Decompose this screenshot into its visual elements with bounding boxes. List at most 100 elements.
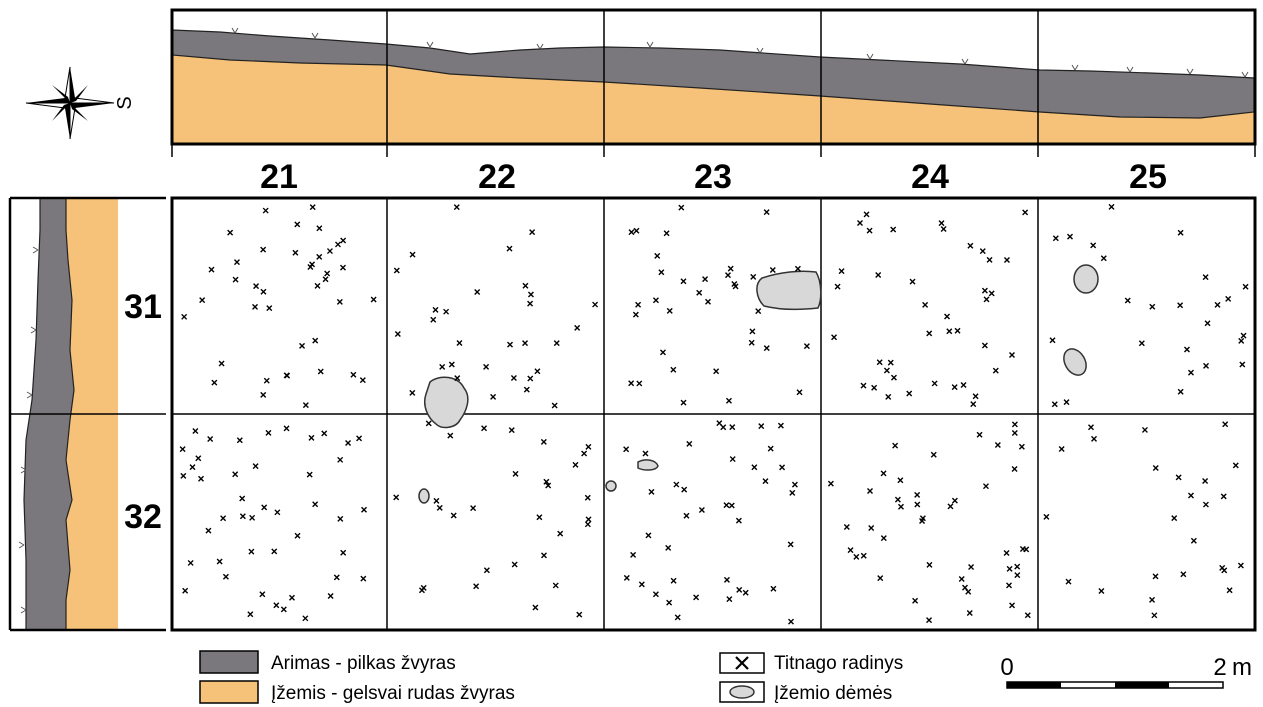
flint-find-mark (967, 242, 974, 249)
grass-ticks (231, 27, 1249, 78)
flint-find-mark (735, 517, 742, 524)
subsoil-spot (418, 488, 430, 504)
flint-find-mark (729, 424, 736, 431)
flint-find-mark (284, 372, 291, 379)
flint-find-mark (473, 583, 480, 590)
flint-find-mark (232, 471, 239, 478)
flint-find-mark (393, 267, 400, 274)
flint-find-mark (758, 423, 765, 430)
flint-find-mark (749, 328, 756, 335)
flint-find-mark (456, 340, 463, 347)
flint-find-mark (333, 574, 340, 581)
flint-find-mark (965, 588, 972, 595)
flint-find-mark (926, 617, 933, 624)
flint-find-mark (680, 278, 687, 285)
flint-find-mark (1175, 474, 1182, 481)
flint-find-mark (409, 251, 416, 258)
flint-find-mark (909, 278, 916, 285)
flint-find-mark (1043, 513, 1050, 520)
flint-find-mark (1171, 515, 1178, 522)
flint-find-mark (789, 489, 796, 496)
flint-find-mark (723, 502, 730, 509)
flint-find-mark (447, 432, 454, 439)
flint-find-mark (1239, 361, 1246, 368)
flint-find-mark (880, 535, 887, 542)
flint-find-mark (443, 308, 450, 315)
flint-find-mark (522, 340, 529, 347)
flint-find-mark (970, 401, 977, 408)
flint-find-mark (666, 599, 673, 606)
flint-find-mark (890, 374, 897, 381)
flint-find-mark (628, 380, 635, 387)
flint-find-mark (680, 399, 687, 406)
flint-find-mark (327, 593, 334, 600)
flint-find-mark (337, 456, 344, 463)
flint-find-mark (1008, 352, 1015, 359)
flint-find-mark (294, 532, 301, 539)
flint-find-mark (249, 514, 256, 521)
flint-find-mark (370, 296, 377, 303)
flint-find-mark (875, 271, 882, 278)
flint-find-mark (265, 429, 272, 436)
flint-find-mark (866, 227, 873, 234)
flint-find-mark (654, 252, 661, 259)
flint-find-mark (638, 581, 645, 588)
flint-find-mark (944, 313, 951, 320)
flint-find-mark (686, 440, 693, 447)
flint-find-mark (979, 248, 986, 255)
flint-find-mark (393, 494, 400, 501)
flint-find-mark (345, 439, 352, 446)
flint-find-mark (1014, 563, 1021, 570)
flint-find-mark (1183, 346, 1190, 353)
scale-start-label: 0 (1000, 654, 1013, 681)
flint-find-mark (1242, 283, 1249, 290)
flint-find-mark (334, 241, 341, 248)
flint-find-mark (1149, 596, 1156, 603)
flint-find-mark (432, 306, 439, 313)
flint-find-mark (628, 229, 635, 236)
flint-find-mark (1240, 332, 1247, 339)
flint-find-mark (894, 496, 901, 503)
flint-find-mark (288, 594, 295, 601)
flint-find-mark (430, 316, 437, 323)
flint-find-mark (919, 518, 926, 525)
flint-find-mark (958, 575, 965, 582)
flint-find-mark (1006, 582, 1013, 589)
flint-find-mark (433, 497, 440, 504)
flint-find-mark (420, 584, 427, 591)
flint-find-mark (847, 547, 854, 554)
flint-find-mark (314, 282, 321, 289)
flint-find-mark (523, 386, 530, 393)
flint-find-mark (633, 227, 640, 234)
flint-find-mark (572, 461, 579, 468)
flint-find-mark (946, 328, 953, 335)
legend-spots-label: Įžemio dėmės (774, 683, 892, 704)
flint-find-mark (931, 380, 938, 387)
flint-find-mark (732, 283, 739, 290)
flint-find-mark (218, 360, 225, 367)
scale-unit-label: m (1232, 654, 1252, 681)
flint-find-mark (195, 455, 202, 462)
flint-find-mark (207, 436, 214, 442)
flint-find-mark (239, 495, 246, 502)
flint-find-mark (576, 611, 583, 618)
legend-subsoil-label: Įžemis - gelsvai rudas žvyras (271, 683, 515, 704)
flint-find-mark (260, 391, 267, 398)
flint-find-mark (337, 515, 344, 522)
flint-find-mark (1238, 337, 1245, 344)
flint-find-mark (725, 397, 732, 404)
flint-find-mark (1087, 424, 1094, 431)
flint-find-mark (506, 245, 513, 252)
flint-find-mark (868, 525, 875, 532)
flint-find-mark (299, 342, 306, 349)
flint-find-mark (769, 266, 776, 273)
flint-find-mark (312, 501, 319, 508)
flint-find-mark (791, 481, 798, 488)
subsoil-spot (1073, 264, 1099, 294)
flint-find-mark (1151, 612, 1158, 619)
flint-find-mark (658, 269, 665, 276)
top-profile-section (170, 8, 1257, 157)
subsoil-spot (424, 376, 469, 429)
flint-find-mark (787, 541, 794, 548)
legend: Arimas - pilkas žvyras Įžemis - gelsvai … (199, 650, 903, 704)
